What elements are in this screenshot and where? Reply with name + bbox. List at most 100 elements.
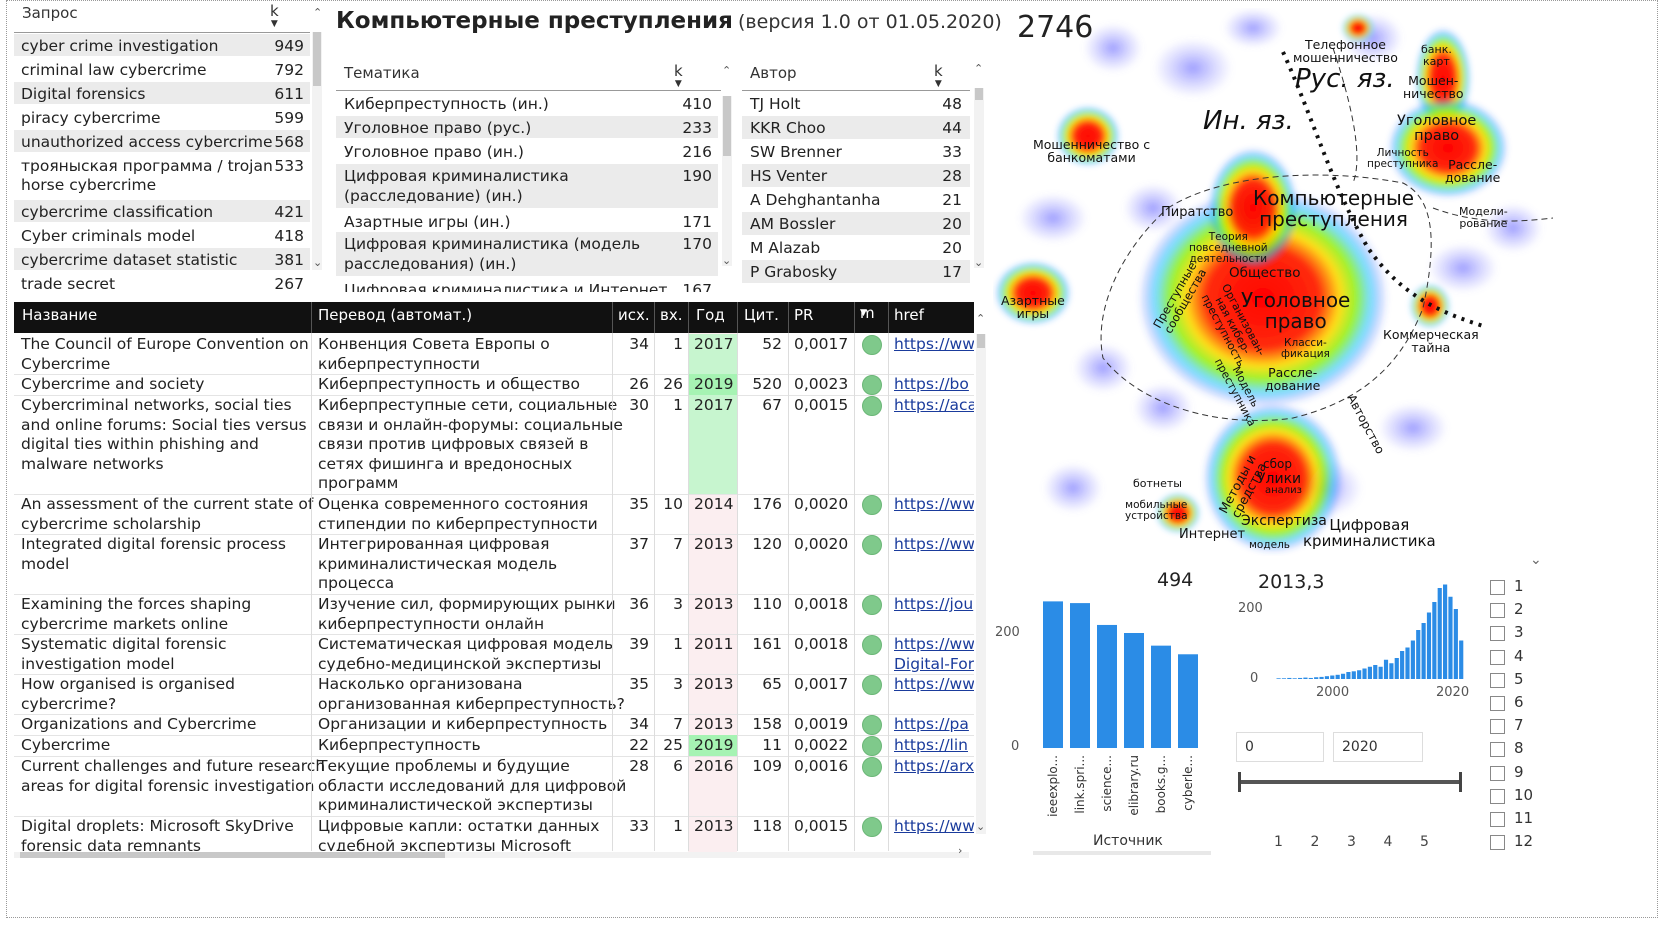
query-row[interactable] [14, 272, 310, 294]
topic-row[interactable] [336, 140, 718, 162]
heatmap-label-collection[interactable]: сбор [1263, 457, 1292, 471]
col-out[interactable]: исх. [618, 306, 650, 324]
heatmap-label-personality[interactable]: Личность преступника [1367, 147, 1439, 171]
paper-link[interactable]: https://ww [894, 675, 974, 693]
topics-scroll-thumb[interactable] [723, 96, 731, 156]
chevron-down-icon[interactable]: ⌄ [974, 256, 984, 269]
paper-link[interactable]: https://ww [894, 635, 974, 653]
checkbox[interactable] [1490, 649, 1505, 665]
papers-hscrollbar[interactable] [14, 852, 969, 858]
source-bar[interactable] [1151, 645, 1171, 748]
paper-link-cont[interactable]: Digital-For [894, 654, 974, 673]
query-row[interactable] [14, 224, 310, 246]
col-cit[interactable]: Цит. [744, 306, 779, 324]
col-in[interactable]: вх. [660, 306, 683, 324]
chevron-down-icon[interactable]: ⌄ [722, 254, 732, 267]
heatmap-label-botnets[interactable]: ботнеты [1133, 477, 1182, 490]
query-row[interactable] [14, 154, 310, 198]
heatmap-label-internet[interactable]: Интернет [1179, 527, 1246, 542]
year-bar[interactable] [1453, 609, 1458, 679]
source-bar[interactable] [1097, 624, 1117, 748]
year-slider-track[interactable] [1240, 780, 1462, 784]
chevron-up-icon[interactable]: ⌃ [976, 312, 986, 325]
checkbox[interactable] [1490, 835, 1505, 851]
year-bar[interactable] [1367, 666, 1372, 679]
year-bar[interactable] [1432, 602, 1437, 679]
heatmap-label-atm[interactable]: Мошенничество с банкоматами [1033, 137, 1151, 166]
year-bar[interactable] [1314, 677, 1319, 679]
year-bar[interactable] [1281, 678, 1287, 679]
author-row[interactable] [742, 188, 970, 211]
col-href[interactable]: href [894, 306, 924, 324]
paper-link[interactable]: https://arx [894, 757, 974, 775]
papers-hscroll-thumb[interactable] [20, 852, 445, 858]
chevron-down-icon[interactable]: ⌄ [976, 820, 986, 833]
year-bar[interactable] [1443, 584, 1448, 680]
chevron-up-icon[interactable]: ⌃ [313, 6, 323, 19]
heatmap-label-analysis[interactable]: анализ [1265, 485, 1303, 496]
year-bar[interactable] [1330, 675, 1335, 680]
topic-row[interactable] [336, 116, 718, 138]
year-bar[interactable] [1459, 640, 1464, 680]
year-bar[interactable] [1383, 659, 1389, 679]
checkbox[interactable] [1490, 626, 1505, 642]
year-slider-handle-right[interactable] [1459, 772, 1462, 792]
checkbox[interactable] [1490, 603, 1505, 619]
year-bar[interactable] [1405, 647, 1410, 680]
year-bar[interactable] [1437, 588, 1442, 679]
topics-scrollbar[interactable] [722, 96, 732, 266]
year-bar[interactable] [1319, 676, 1324, 679]
year-bar[interactable] [1394, 658, 1399, 679]
year-bar[interactable] [1292, 678, 1297, 679]
heatmap-canvas[interactable] [993, 8, 1553, 556]
checkbox[interactable] [1490, 672, 1505, 688]
query-row[interactable] [14, 248, 310, 270]
source-bar[interactable] [1070, 603, 1090, 748]
source-bar[interactable] [1124, 633, 1144, 748]
author-row[interactable] [742, 164, 970, 187]
queries-scrollbar[interactable] [312, 32, 322, 270]
query-row[interactable] [14, 82, 310, 104]
checkbox[interactable] [1490, 812, 1505, 827]
checkbox[interactable] [1490, 580, 1505, 595]
heatmap-label-investigation_r[interactable]: Рассле- дование [1445, 157, 1501, 186]
author-row[interactable] [742, 140, 970, 163]
page-5[interactable]: 5 [1420, 834, 1429, 850]
year-bar[interactable] [1346, 672, 1351, 679]
chevron-down-icon[interactable]: ⌄ [313, 256, 323, 269]
heatmap-label-crimlaw[interactable]: Уголовное право [1241, 288, 1351, 333]
page-4[interactable]: 4 [1383, 834, 1393, 850]
heatmap-label-rus[interactable]: Рус. яз. [1295, 64, 1395, 94]
paper-link[interactable]: https://pa [894, 715, 969, 733]
query-row[interactable] [14, 106, 310, 128]
checkbox[interactable] [1490, 696, 1505, 711]
year-bar[interactable] [1448, 596, 1453, 679]
heatmap-label-society[interactable]: Общество [1229, 265, 1301, 281]
topic-row[interactable] [336, 278, 718, 292]
paper-link[interactable]: https://ww [894, 495, 974, 513]
paper-link[interactable]: https://ww [894, 335, 974, 353]
queries-header[interactable]: Запрос [22, 4, 78, 22]
chevron-up-icon[interactable]: ⌃ [722, 64, 732, 77]
checkbox[interactable] [1490, 765, 1505, 781]
year-bar[interactable] [1276, 678, 1281, 679]
heatmap-label-piracy[interactable]: Пиратство [1161, 205, 1234, 220]
papers-vscroll-thumb[interactable] [977, 334, 985, 348]
heatmap-label-crimlaw_r[interactable]: Уголовное право [1397, 113, 1477, 145]
queries-k-header[interactable]: k ▼ [270, 2, 279, 29]
checkbox[interactable] [1490, 719, 1505, 735]
heatmap-label-fraud[interactable]: Мошен- ничество [1403, 73, 1464, 102]
year-bar[interactable] [1340, 673, 1346, 679]
paper-link[interactable]: https://bo [894, 375, 969, 393]
query-row[interactable] [14, 130, 310, 152]
year-bar[interactable] [1303, 677, 1308, 679]
heatmap-label-gambling[interactable]: Азартные игры [1001, 293, 1065, 322]
col-name[interactable]: Название [22, 306, 98, 324]
page-3[interactable]: 3 [1347, 834, 1356, 850]
author-row[interactable] [742, 92, 970, 115]
source-bar[interactable] [1043, 601, 1063, 748]
paper-link[interactable]: https://ww [894, 817, 974, 835]
source-bar[interactable] [1178, 654, 1198, 748]
chevron-right-icon[interactable]: › [958, 844, 963, 857]
year-bar[interactable] [1297, 677, 1303, 679]
